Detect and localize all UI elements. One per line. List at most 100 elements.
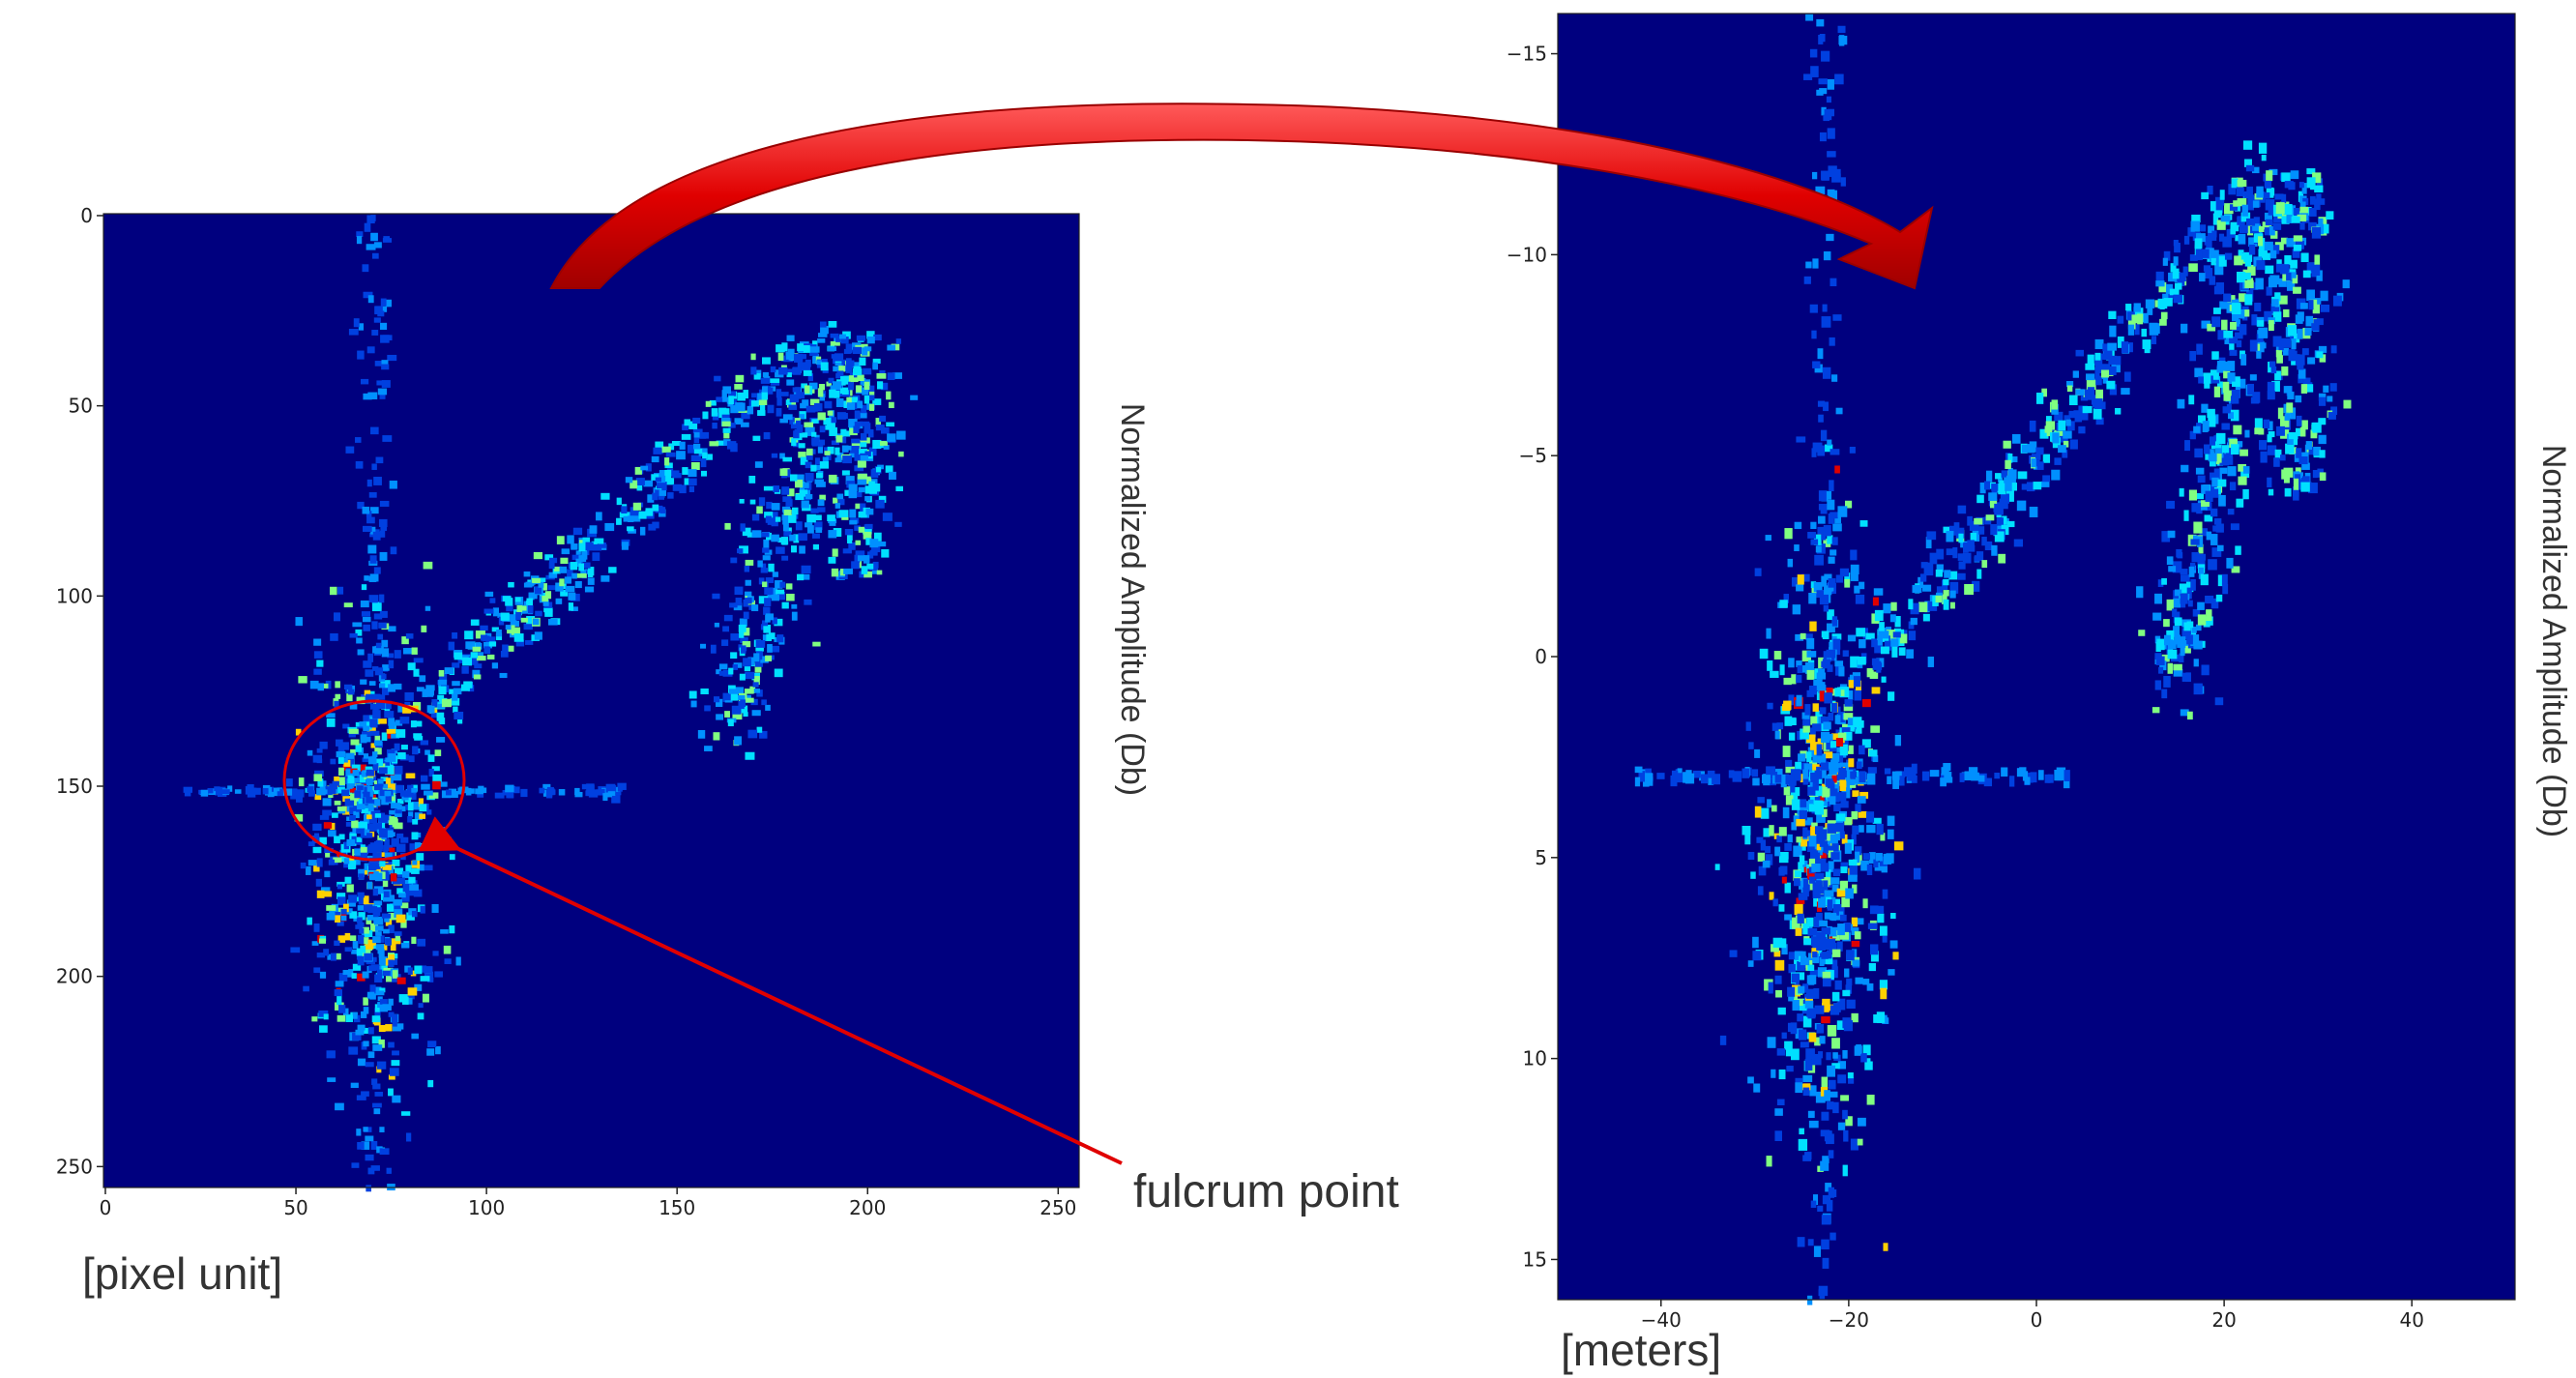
image-speckle [381,674,386,680]
image-speckle [440,929,449,934]
image-speckle [1779,1070,1786,1079]
image-speckle [763,625,771,633]
image-speckle [864,382,870,390]
image-speckle [688,479,697,485]
image-speckle [515,598,521,602]
image-speckle [331,953,337,961]
image-speckle [799,545,805,553]
image-speckle [358,873,364,879]
image-speckle [1855,978,1862,984]
image-speckle [2031,458,2035,467]
image-speckle [1758,886,1764,894]
image-speckle [423,994,429,1003]
image-speckle [1823,979,1831,987]
image-speckle [585,542,593,551]
image-speckle [2217,545,2224,551]
image-speckle [2163,676,2171,688]
image-speckle [1890,940,1898,948]
image-speckle [1820,707,1827,714]
image-speckle [1869,749,1878,756]
image-speckle [2101,370,2109,378]
plots: 050100150200250050100150200250−40−200204… [56,14,2515,1332]
image-speckle [1832,959,1838,966]
image-speckle [544,609,552,617]
image-speckle [2083,406,2093,413]
image-speckle [313,669,321,675]
image-speckle [2181,324,2187,334]
image-speckle [588,577,595,584]
image-speckle [1818,348,1824,359]
image-speckle [1821,171,1830,181]
image-speckle [393,1021,397,1027]
image-speckle [1851,772,1857,777]
x-axis-label: [meters] [1561,1325,1721,1375]
image-speckle [362,584,366,590]
image-speckle [1800,633,1806,639]
image-speckle [814,480,824,484]
image-speckle [1818,415,1824,423]
image-speckle [1908,599,1913,609]
image-speckle [1841,177,1846,186]
image-speckle [761,699,767,705]
image-speckle [2196,468,2204,475]
image-speckle [2216,595,2222,601]
image-speckle [324,871,330,878]
image-speckle [2331,345,2337,353]
image-speckle [2284,204,2293,215]
image-speckle [2220,190,2225,200]
image-speckle [428,754,435,762]
image-speckle [2085,364,2094,370]
image-speckle [2128,325,2134,336]
image-speckle [1911,618,1917,625]
image-speckle [1921,562,1928,568]
image-speckle [1856,1044,1861,1054]
image-speckle [594,539,603,544]
image-speckle [2181,465,2188,472]
image-speckle [1866,825,1875,833]
image-speckle [2257,320,2264,327]
image-speckle [567,535,573,543]
image-speckle [335,989,342,996]
image-speckle [1809,622,1816,631]
image-speckle [1836,408,1843,415]
image-speckle [335,801,341,806]
image-speckle [1830,877,1839,884]
image-speckle [1817,1024,1825,1034]
image-speckle [2259,226,2265,232]
image-speckle [361,379,368,384]
image-speckle [2152,707,2160,713]
image-speckle [746,698,754,703]
image-speckle [2244,273,2251,279]
image-speckle [2187,712,2193,719]
image-speckle [432,951,438,955]
image-speckle [359,896,364,905]
image-speckle [889,402,894,408]
image-speckle [356,1129,361,1135]
image-speckle [2295,396,2301,402]
image-speckle [355,849,361,856]
image-speckle [1830,449,1840,454]
image-speckle [338,756,344,764]
image-speckle [858,474,867,480]
image-speckle [445,667,454,674]
image-speckle [1862,898,1867,908]
image-speckle [1971,773,1979,781]
image-speckle [524,583,533,588]
image-speckle [2231,444,2239,454]
image-speckle [382,435,392,442]
image-speckle [1826,1052,1830,1060]
image-speckle [1812,723,1821,731]
image-speckle [1763,828,1770,836]
image-speckle [2239,450,2248,456]
image-speckle [335,681,340,688]
image-speckle [417,939,425,947]
image-speckle [750,354,755,361]
image-speckle [449,925,454,933]
image-speckle [369,492,377,498]
image-speckle [1957,573,1965,580]
image-speckle [640,466,648,471]
image-speckle [1844,817,1852,825]
image-speckle [745,598,752,603]
image-speckle [2067,386,2072,392]
image-speckle [1958,506,1967,514]
